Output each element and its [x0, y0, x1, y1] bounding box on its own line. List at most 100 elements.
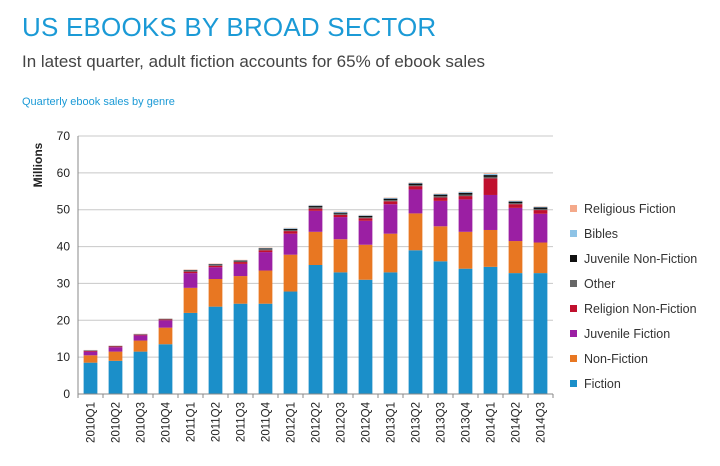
bar-segment [308, 231, 323, 265]
x-tick-label: 2013Q4 [461, 401, 473, 443]
bar-segment [333, 217, 348, 240]
bar-segment [408, 182, 423, 184]
bar-segment [383, 198, 398, 201]
bar-segment [483, 175, 498, 177]
bar-segment [433, 261, 448, 394]
legend-swatch [570, 305, 577, 312]
bar-segment [508, 273, 523, 394]
legend-swatch [570, 255, 577, 262]
bar-segment [508, 241, 523, 274]
x-tick-label: 2011Q1 [186, 402, 198, 442]
bar-segment [208, 264, 223, 265]
bar-segment [183, 271, 198, 274]
bar-segment [308, 210, 323, 232]
bar-segment [533, 210, 548, 214]
legend-item: Juvenile Non-Fiction [570, 246, 697, 271]
bar-segment [483, 176, 498, 179]
bar-segment [108, 347, 123, 352]
legend-item: Other [570, 271, 697, 296]
legend-label: Fiction [584, 376, 621, 391]
bar-segment [108, 346, 123, 348]
bar-segment [233, 303, 248, 394]
bar-segment [233, 276, 248, 304]
bar-segment [458, 196, 473, 200]
bar-segment [208, 267, 223, 280]
legend-item: Religion Non-Fiction [570, 296, 697, 321]
bar-segment [533, 273, 548, 394]
x-tick-label: 2010Q4 [161, 401, 173, 443]
bar-segment [258, 248, 273, 250]
bar-segment [308, 207, 323, 209]
bar-segment [333, 213, 348, 215]
bar-segment [133, 351, 148, 394]
bar-segment [358, 279, 373, 394]
x-tick-label: 2012Q1 [286, 402, 298, 443]
bar-segment [508, 201, 523, 204]
bar-segment [283, 291, 298, 394]
legend: Religious Fiction Bibles Juvenile Non-Fict… [570, 196, 697, 396]
y-tick-label: 10 [57, 350, 71, 364]
bar-segment [358, 215, 373, 216]
legend-swatch [570, 355, 577, 362]
bar-segment [408, 189, 423, 214]
bar-segment [358, 218, 373, 221]
y-tick-label: 30 [57, 276, 71, 290]
bar-segment [158, 320, 173, 328]
x-tick-label: 2011Q3 [236, 402, 248, 442]
bar-segment [483, 173, 498, 174]
legend-label: Religious Fiction [584, 201, 676, 216]
bar-segment [383, 233, 398, 273]
x-tick-label: 2010Q1 [86, 402, 98, 443]
bar-segment [458, 268, 473, 394]
bar-segment [208, 265, 223, 266]
bar-segment [233, 262, 248, 264]
bar-segment [133, 334, 148, 336]
bar-segment [333, 272, 348, 394]
bar-segment [458, 192, 473, 193]
bar-segment [208, 306, 223, 394]
legend-swatch [570, 280, 577, 287]
x-tick-label: 2013Q2 [411, 402, 423, 443]
bar-segment [283, 233, 298, 255]
bar-segment [458, 199, 473, 232]
bar-segment [283, 228, 298, 230]
bar-segment [258, 250, 273, 253]
bar-segment [433, 197, 448, 201]
y-tick-label: 50 [57, 203, 71, 217]
bar-segment [408, 183, 423, 186]
bar-segment [158, 327, 173, 345]
bar-segment [83, 362, 98, 394]
bar-segment [183, 270, 198, 271]
y-tick-label: 70 [57, 129, 71, 143]
x-tick-label: 2012Q2 [311, 402, 323, 443]
bar-segment [283, 231, 298, 234]
x-tick-label: 2013Q1 [386, 402, 398, 443]
bar-segment [233, 260, 248, 262]
legend-label: Religion Non-Fiction [584, 301, 697, 316]
y-tick-label: 0 [63, 387, 70, 401]
legend-swatch [570, 205, 577, 212]
bar-segment [483, 266, 498, 394]
x-tick-label: 2013Q3 [436, 402, 448, 443]
x-tick-label: 2012Q3 [336, 402, 348, 443]
chart-title: US EBOOKS BY BROAD SECTOR [22, 12, 437, 42]
bar-segment [108, 360, 123, 394]
bar-segment [308, 208, 323, 211]
bar-segment [108, 351, 123, 361]
bar-segment [133, 335, 148, 341]
x-tick-label: 2014Q3 [536, 402, 548, 443]
bar-segment [233, 261, 248, 263]
bar-segment [383, 200, 398, 202]
y-tick-label: 40 [57, 240, 71, 254]
x-tick-label: 2014Q1 [486, 402, 498, 443]
bar-segment [183, 287, 198, 313]
legend-item: Bibles [570, 221, 697, 246]
legend-label: Non-Fiction [584, 351, 648, 366]
legend-item: Non-Fiction [570, 346, 697, 371]
bar-segment [208, 279, 223, 307]
bar-segment [358, 217, 373, 219]
bar-segment [258, 270, 273, 304]
bar-segment [533, 208, 548, 211]
bar-segment [508, 204, 523, 208]
